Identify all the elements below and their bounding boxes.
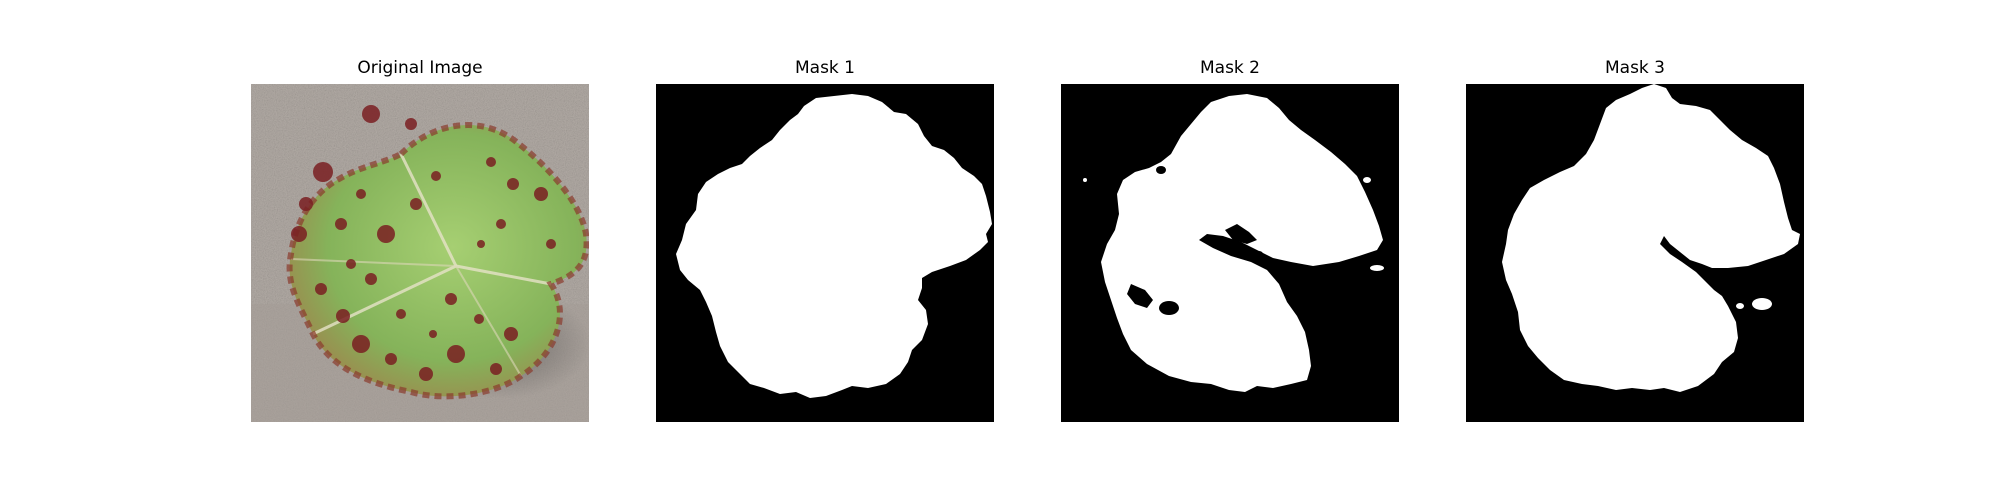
mask-3-image — [1466, 84, 1804, 422]
panel-title-mask-3: Mask 3 — [1604, 58, 1665, 78]
mask-1-image — [656, 84, 994, 422]
leaf-photo — [251, 84, 589, 422]
panel-title-mask-1: Mask 1 — [794, 58, 855, 78]
mask-2 — [1061, 84, 1399, 422]
original-image — [251, 84, 589, 422]
panel-title-original-image: Original Image — [357, 58, 483, 78]
panel-title-mask-2: Mask 2 — [1199, 58, 1260, 78]
mask-3 — [1466, 84, 1804, 422]
mask-1 — [656, 84, 994, 422]
mask-2-image — [1061, 84, 1399, 422]
